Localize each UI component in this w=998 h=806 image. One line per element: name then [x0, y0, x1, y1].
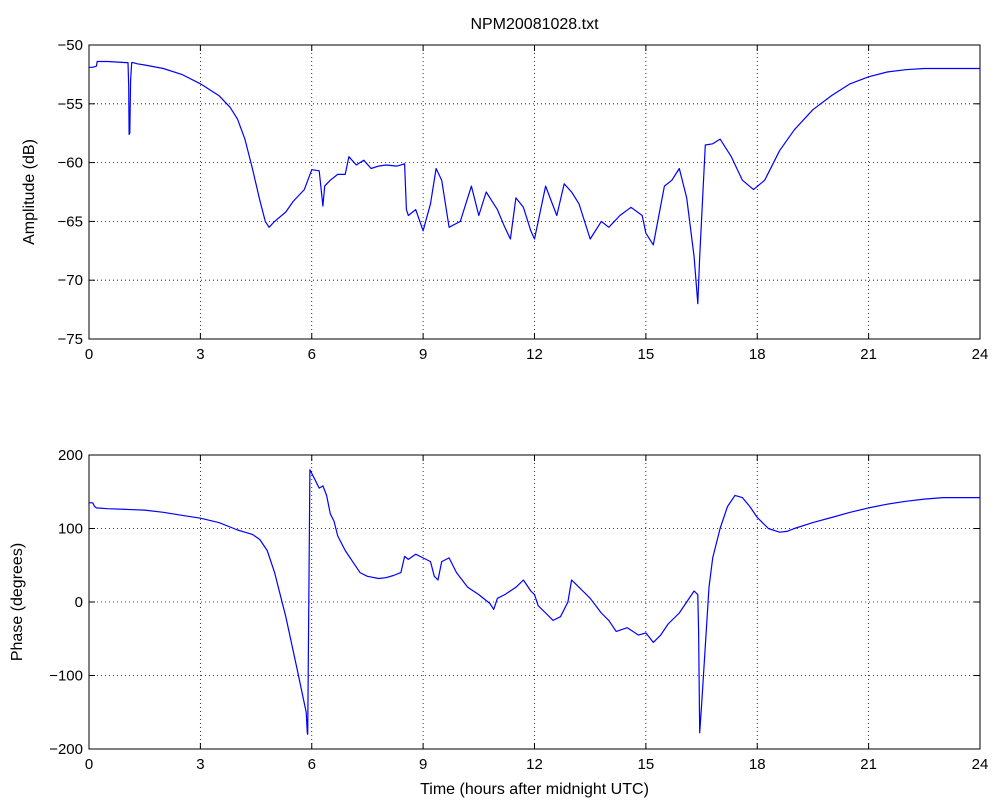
amplitude-ytick-label: −50: [58, 37, 83, 54]
phase-series-line: [89, 469, 980, 735]
amplitude-series-line: [89, 60, 980, 305]
phase-axes: 0 3 6 9 12 15 18 21 24 −200 −100 0 100 200 Time (hours…: [9, 447, 988, 798]
amplitude-ytick-label: −60: [58, 155, 83, 172]
phase-ytick-label: −100: [49, 668, 83, 685]
amplitude-xtick-label: 3: [196, 346, 204, 363]
phase-ytick-label: 100: [58, 521, 83, 538]
phase-yaxis-label: Phase (degrees): [9, 543, 26, 661]
amplitude-xtick-label: 21: [860, 346, 877, 363]
amplitude-ytick-label: −55: [58, 96, 83, 113]
amplitude-ytick-label: −65: [58, 213, 83, 230]
amplitude-ytick-label: −70: [58, 272, 83, 289]
phase-xtick-label: 3: [196, 756, 204, 773]
phase-xtick-label: 21: [860, 756, 877, 773]
amplitude-xtick-label: 15: [638, 346, 655, 363]
amplitude-xtick-label: 24: [972, 346, 989, 363]
amplitude-xtick-label: 9: [419, 346, 427, 363]
chart-title: NPM20081028.txt: [470, 16, 599, 33]
amplitude-xtick-label: 12: [526, 346, 543, 363]
phase-ytick-label: −200: [49, 741, 83, 758]
amplitude-xtick-label: 0: [85, 346, 93, 363]
amplitude-xtick-label: 6: [308, 346, 316, 363]
phase-xtick-label: 6: [308, 756, 316, 773]
amplitude-axes: 0 3 6 9 12 15 18 21 24 −75 −70 −65 −60 −55 −50 NPM20081…: [21, 16, 988, 363]
phase-ytick-label: 0: [75, 594, 83, 611]
phase-xtick-label: 0: [85, 756, 93, 773]
phase-xtick-label: 18: [749, 756, 766, 773]
phase-xaxis-label: Time (hours after midnight UTC): [420, 781, 649, 798]
amplitude-ytick-label: −75: [58, 331, 83, 348]
phase-xtick-label: 24: [972, 756, 989, 773]
phase-xtick-label: 15: [638, 756, 655, 773]
amplitude-yaxis-label: Amplitude (dB): [21, 139, 38, 245]
phase-ytick-label: 200: [58, 447, 83, 464]
phase-xtick-label: 12: [526, 756, 543, 773]
phase-xtick-label: 9: [419, 756, 427, 773]
amplitude-xtick-label: 18: [749, 346, 766, 363]
